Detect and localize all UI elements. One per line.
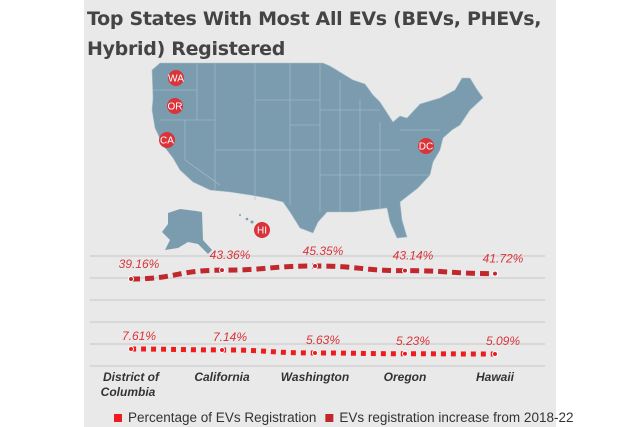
data-label: 5.23% [396,334,430,348]
map-marker-dc: DC [418,138,434,154]
category-label: California [194,370,250,384]
data-point [312,263,318,270]
legend-swatch [325,414,334,422]
marker-circle [167,98,183,114]
legend-item: Percentage of EVs Registration [114,410,316,425]
data-point [402,350,408,357]
data-label: 41.72% [483,252,524,266]
data-label: 43.36% [210,248,251,262]
marker-circle [168,70,184,86]
hawaii-islands [239,214,254,224]
legend-label: Percentage of EVs Registration [128,410,316,425]
map-marker-ca: CA [159,132,175,148]
legend-swatch [114,414,122,422]
data-point [492,351,498,358]
marker-circle [254,222,270,238]
marker-circle [159,132,175,148]
marker-label: CA [160,136,174,147]
data-point [312,349,318,356]
map-marker-hi: HI [254,222,270,238]
us-map: WA OR CA DC HI [151,62,484,254]
data-point [128,276,134,282]
data-label: 43.14% [393,249,434,263]
map-marker-wa: WA [168,70,184,86]
marker-label: OR [168,102,183,113]
legend-label: EVs registration increase from 2018-22 [339,410,573,425]
alaska-shape [162,209,212,254]
category-label: District of Columbia [101,370,160,399]
data-label: 7.14% [213,330,247,344]
marker-label: WA [168,74,184,85]
data-point [219,346,225,353]
legend-item: EVs registration increase from 2018-22 [325,410,573,425]
data-point [128,346,134,352]
data-label: 5.09% [486,334,520,348]
category-label: Washington [281,370,349,384]
gridlines [90,255,545,367]
state-borders [153,63,440,212]
data-point [219,267,225,274]
map-marker-or: OR [167,98,183,114]
data-point [492,270,498,277]
data-point [402,267,408,274]
marker-label: DC [419,142,433,153]
marker-label: HI [257,226,267,237]
data-label: 7.61% [122,329,156,343]
data-label: 45.35% [303,244,344,258]
data-label: 39.16% [119,257,160,271]
contiguous-us-shape [151,62,484,239]
marker-circle [418,138,434,154]
chart-title: Top States With Most All EVs (BEVs, PHEV… [87,8,542,60]
legend: Percentage of EVs Registration EVs regist… [114,410,573,425]
category-label: Oregon [384,370,427,384]
category-label: Hawaii [476,370,515,384]
data-label: 5.63% [306,333,340,347]
